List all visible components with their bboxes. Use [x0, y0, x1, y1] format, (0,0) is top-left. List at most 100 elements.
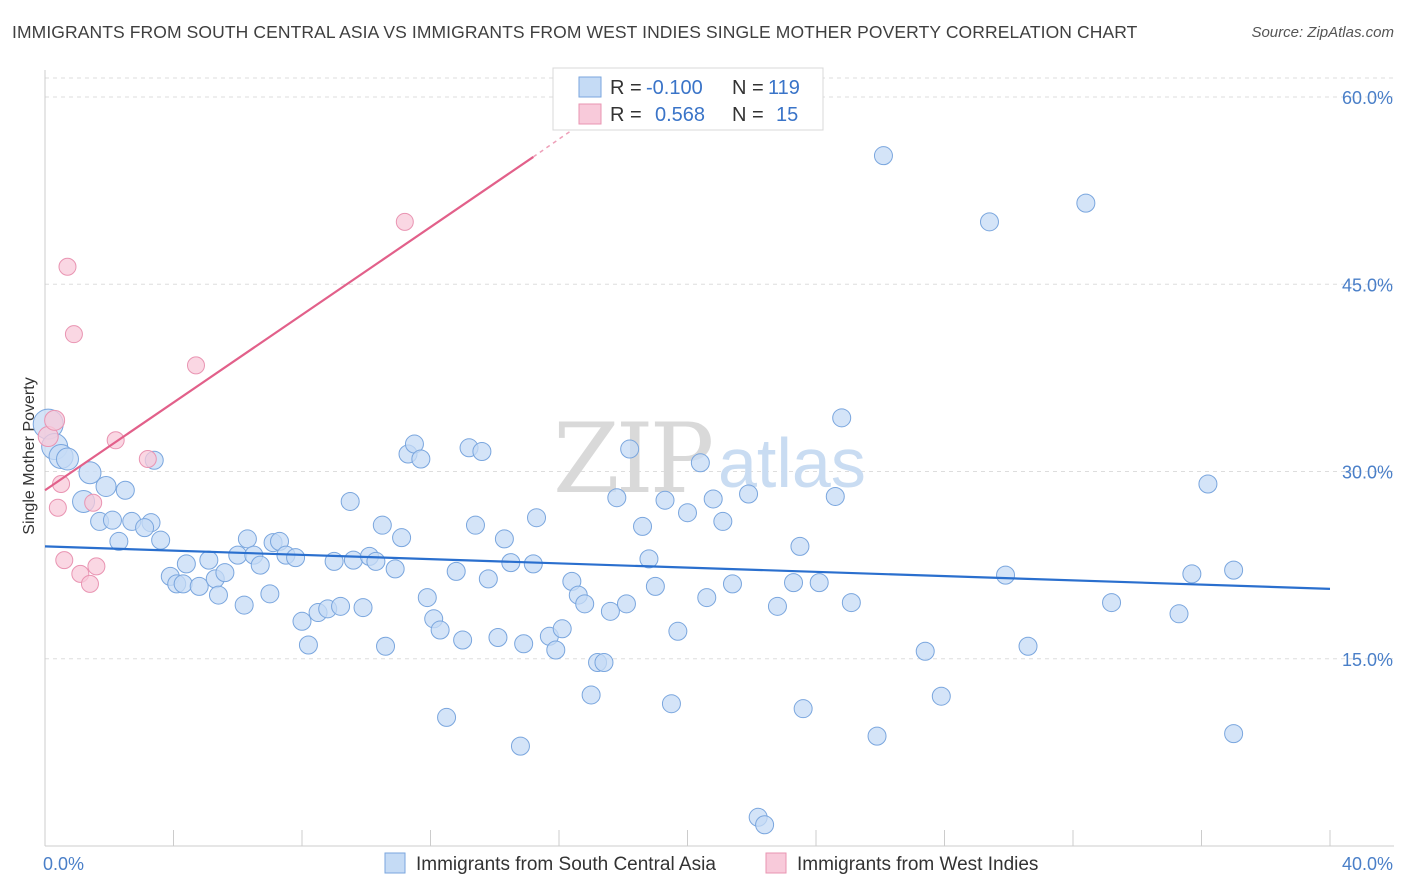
point-south-central-asia [931, 686, 951, 706]
point-west-indies [64, 325, 83, 344]
point-south-central-asia [793, 699, 813, 719]
point-south-central-asia [228, 545, 248, 565]
bottom-legend-swatch-pink [765, 852, 787, 874]
legend-n-label-2: N = [732, 104, 764, 126]
point-south-central-asia [722, 574, 742, 594]
point-south-central-asia [343, 550, 363, 570]
point-south-central-asia [1102, 593, 1122, 613]
point-south-central-asia [600, 601, 620, 621]
series-west-indies-points [37, 212, 414, 593]
point-south-central-asia [465, 515, 485, 535]
point-south-central-asia [135, 518, 155, 538]
point-south-central-asia [437, 707, 457, 727]
point-south-central-asia [784, 573, 804, 593]
point-south-central-asia [790, 536, 810, 556]
point-south-central-asia [703, 489, 723, 509]
point-south-central-asia [472, 442, 492, 462]
point-south-central-asia [713, 511, 733, 531]
point-south-central-asia [331, 596, 351, 616]
point-south-central-asia [697, 588, 717, 608]
point-south-central-asia [523, 554, 543, 574]
point-south-central-asia [1198, 474, 1218, 494]
y-tick-label: 45.0% [1342, 275, 1393, 295]
y-axis-title: Single Mother Poverty [21, 377, 38, 534]
point-south-central-asia [690, 453, 710, 473]
bottom-legend-series1: Immigrants from South Central Asia [416, 854, 716, 875]
point-south-central-asia [430, 620, 450, 640]
point-south-central-asia [575, 594, 595, 614]
y-tick-label: 15.0% [1342, 650, 1393, 670]
point-south-central-asia [392, 528, 412, 548]
point-south-central-asia [478, 569, 498, 589]
x-tick-label-min: 0.0% [43, 854, 84, 874]
legend-r-label-2: R = [610, 104, 642, 126]
point-south-central-asia [446, 561, 466, 581]
bottom-legend-swatch-blue [384, 852, 406, 874]
point-south-central-asia [1018, 636, 1038, 656]
point-south-central-asia [102, 510, 122, 530]
chart-title: IMMIGRANTS FROM SOUTH CENTRAL ASIA VS IM… [12, 22, 1138, 42]
point-south-central-asia [645, 576, 665, 596]
y-tick-label: 60.0% [1342, 88, 1393, 108]
point-south-central-asia [151, 530, 171, 550]
watermark: ZIP atlas [553, 403, 866, 515]
point-south-central-asia [1224, 560, 1244, 580]
point-west-indies [48, 498, 67, 517]
legend-r-label-1: R = [610, 77, 642, 99]
point-south-central-asia [594, 652, 614, 672]
point-south-central-asia [552, 619, 572, 639]
point-south-central-asia [234, 595, 254, 615]
point-south-central-asia [286, 548, 306, 568]
point-south-central-asia [1169, 604, 1189, 624]
legend-r-value-1: -0.100 [646, 77, 703, 99]
point-south-central-asia [298, 635, 318, 655]
point-south-central-asia [655, 490, 675, 510]
point-west-indies [138, 450, 157, 469]
point-south-central-asia [867, 726, 887, 746]
point-south-central-asia [176, 554, 196, 574]
point-south-central-asia [873, 146, 893, 166]
point-south-central-asia [417, 588, 437, 608]
point-south-central-asia [979, 212, 999, 232]
point-south-central-asia [260, 584, 280, 604]
point-south-central-asia [514, 634, 534, 654]
point-west-indies [395, 212, 414, 231]
legend-swatch-pink [578, 103, 602, 125]
axes [44, 70, 1394, 847]
point-south-central-asia [372, 515, 392, 535]
point-south-central-asia [189, 576, 209, 596]
trend-line-south-central-asia [44, 545, 1331, 590]
point-south-central-asia [115, 480, 135, 500]
trend-line-west-indies [44, 156, 534, 492]
legend-r-value-2: 0.568 [655, 104, 705, 126]
point-west-indies [55, 551, 74, 570]
point-south-central-asia [340, 491, 360, 511]
point-south-central-asia [616, 594, 636, 614]
point-south-central-asia [832, 408, 852, 428]
y-tick-label: 30.0% [1342, 463, 1393, 483]
point-south-central-asia [78, 461, 102, 485]
point-south-central-asia [639, 549, 659, 569]
point-south-central-asia [767, 596, 787, 616]
point-south-central-asia [109, 531, 129, 551]
bottom-legend-series2: Immigrants from West Indies [797, 854, 1038, 875]
trend-line-west-indies-extension [532, 125, 579, 158]
point-south-central-asia [376, 636, 396, 656]
point-south-central-asia [581, 685, 601, 705]
series-south-central-asia-points [32, 146, 1244, 835]
point-south-central-asia [55, 447, 79, 471]
point-south-central-asia [661, 694, 681, 714]
legend-box: R = -0.100 N = 119 R = 0.568 N = 15 [552, 67, 824, 131]
legend-n-label-1: N = [732, 77, 764, 99]
point-south-central-asia [199, 550, 219, 570]
legend-n-value-2: 15 [776, 104, 798, 126]
point-south-central-asia [292, 611, 312, 631]
point-south-central-asia [996, 565, 1016, 585]
point-south-central-asia [825, 486, 845, 506]
point-south-central-asia [739, 484, 759, 504]
point-south-central-asia [1182, 564, 1202, 584]
point-west-indies [87, 557, 106, 576]
point-south-central-asia [173, 574, 193, 594]
point-south-central-asia [488, 628, 508, 648]
